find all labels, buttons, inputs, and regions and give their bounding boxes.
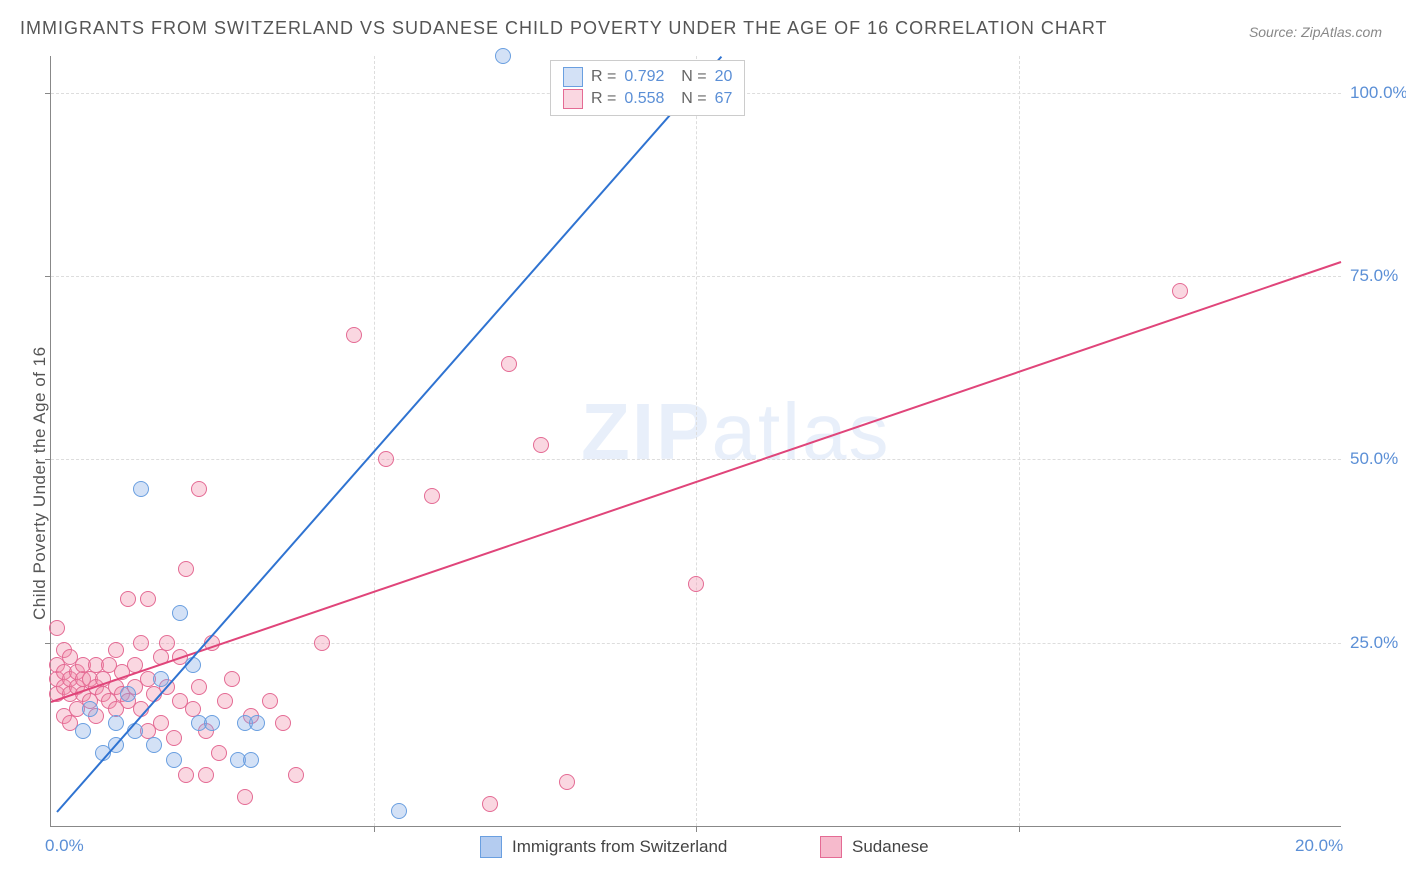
data-point [288,767,304,783]
data-point [108,715,124,731]
data-point [166,752,182,768]
data-point [688,576,704,592]
y-tick-label: 100.0% [1350,83,1406,103]
data-point [153,715,169,731]
data-point [346,327,362,343]
chart-title: IMMIGRANTS FROM SWITZERLAND VS SUDANESE … [20,18,1108,39]
watermark-zip: ZIP [581,387,711,476]
correlation-legend: R = 0.792 N = 20R = 0.558 N = 67 [550,60,745,116]
gridline-v [1019,56,1020,826]
legend-r-value: 0.792 [624,66,664,88]
data-point [424,488,440,504]
data-point [146,737,162,753]
data-point [185,701,201,717]
data-point [166,730,182,746]
data-point [559,774,575,790]
data-point [172,605,188,621]
legend-swatch [820,836,842,858]
legend-swatch [480,836,502,858]
data-point [1172,283,1188,299]
y-tick-label: 75.0% [1350,266,1398,286]
legend-n-value: 20 [715,66,733,88]
data-point [140,591,156,607]
legend-swatch [563,89,583,109]
data-point [198,767,214,783]
gridline-v [696,56,697,826]
legend-n-label: N = [672,88,706,110]
data-point [314,635,330,651]
data-point [133,635,149,651]
y-tick-label: 25.0% [1350,633,1398,653]
trend-line [57,56,723,813]
data-point [391,803,407,819]
gridline-v [374,56,375,826]
data-point [217,693,233,709]
legend-n-label: N = [672,66,706,88]
data-point [243,752,259,768]
data-point [49,620,65,636]
data-point [120,591,136,607]
data-point [533,437,549,453]
data-point [178,561,194,577]
data-point [191,679,207,695]
x-tick-label: 0.0% [45,836,84,856]
data-point [249,715,265,731]
data-point [211,745,227,761]
scatter-plot: ZIPatlas [50,56,1341,827]
legend-r-label: R = [591,66,616,88]
data-point [108,642,124,658]
data-point [204,715,220,731]
data-point [275,715,291,731]
source-label: Source: ZipAtlas.com [1249,24,1382,40]
data-point [133,481,149,497]
data-point [82,701,98,717]
legend-row: R = 0.558 N = 67 [563,88,732,110]
legend-swatch [563,67,583,87]
data-point [482,796,498,812]
y-tick-label: 50.0% [1350,449,1398,469]
data-point [237,789,253,805]
data-point [495,48,511,64]
legend-row: R = 0.792 N = 20 [563,66,732,88]
legend-label: Immigrants from Switzerland [512,837,727,857]
data-point [159,635,175,651]
data-point [262,693,278,709]
data-point [75,723,91,739]
legend-label: Sudanese [852,837,929,857]
data-point [120,686,136,702]
legend-n-value: 67 [715,88,733,110]
legend-r-value: 0.558 [624,88,664,110]
legend-item-sudanese: Sudanese [820,836,929,858]
watermark-atlas: atlas [711,387,890,476]
y-axis-label: Child Poverty Under the Age of 16 [30,346,50,620]
legend-r-label: R = [591,88,616,110]
data-point [378,451,394,467]
x-tick-label: 20.0% [1295,836,1343,856]
data-point [224,671,240,687]
data-point [501,356,517,372]
data-point [178,767,194,783]
data-point [191,481,207,497]
legend-item-switzerland: Immigrants from Switzerland [480,836,727,858]
